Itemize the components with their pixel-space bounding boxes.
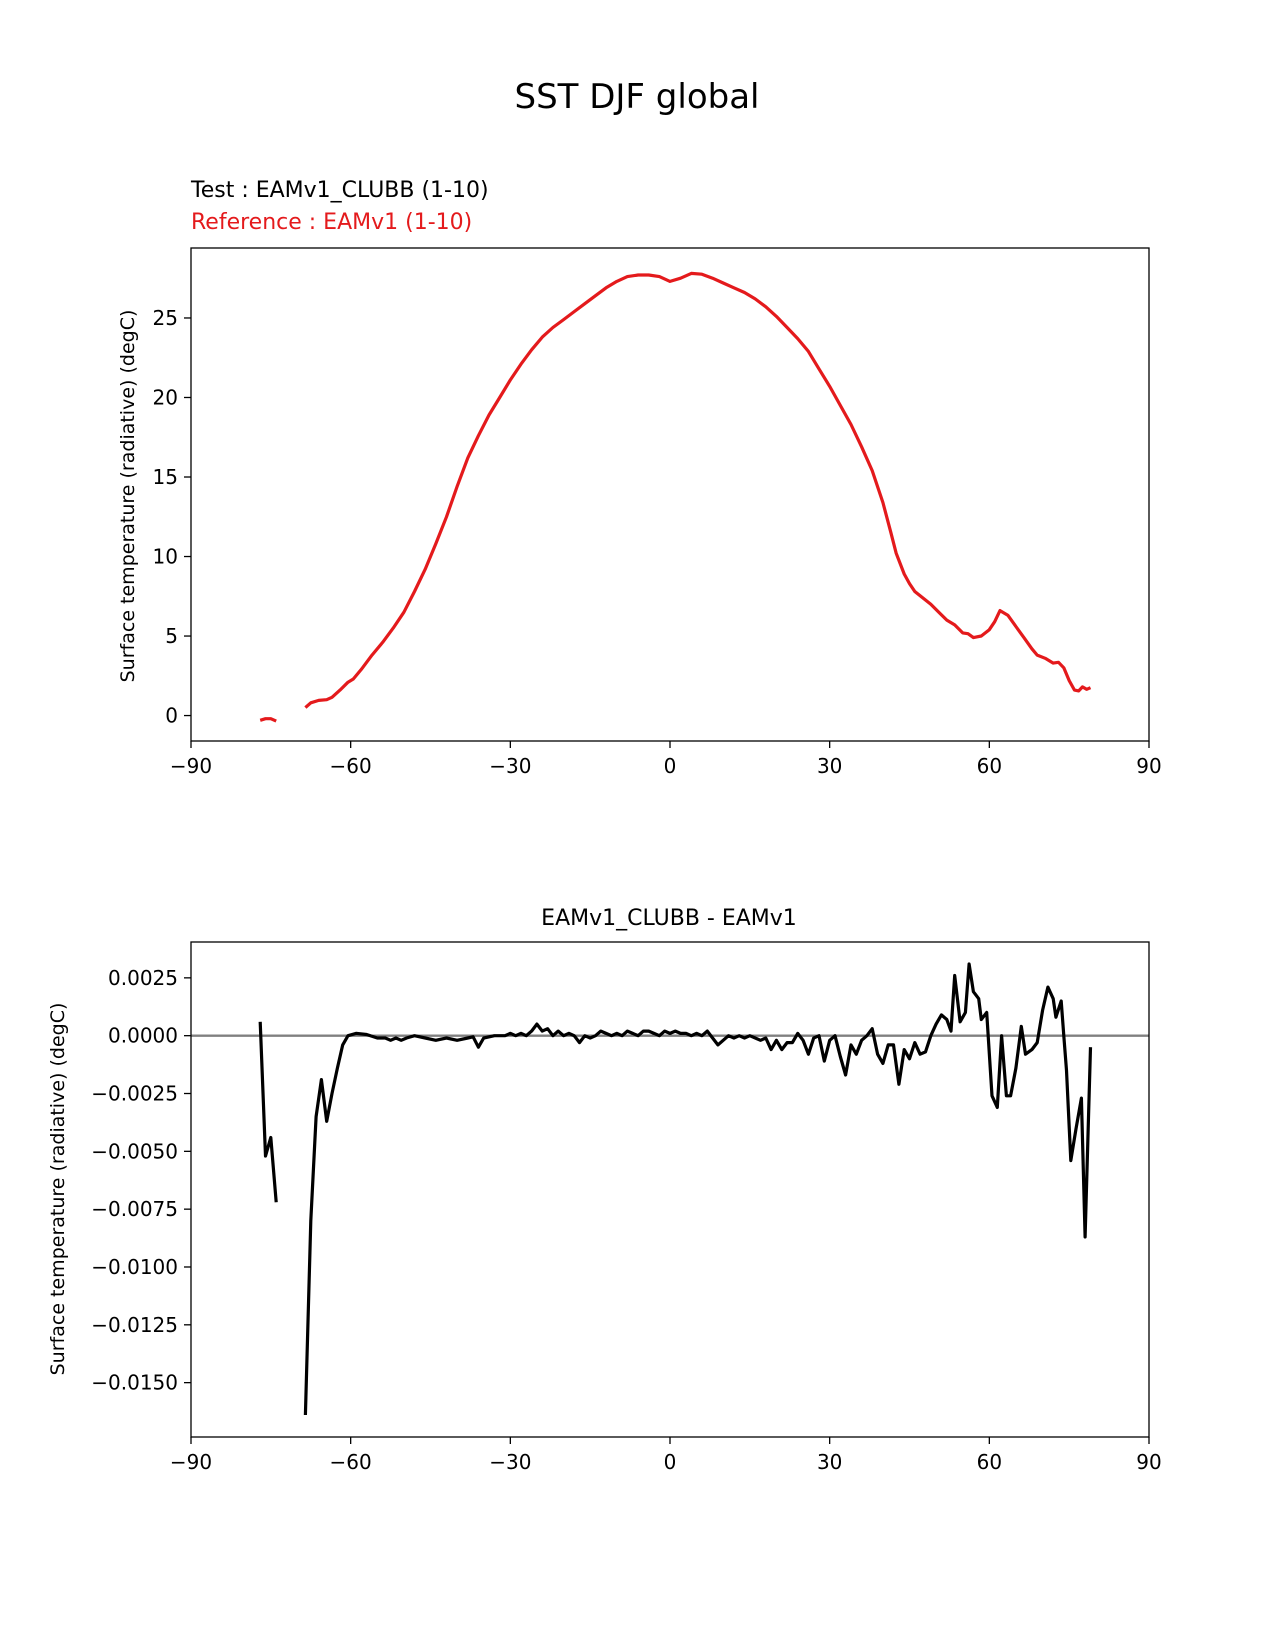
y-tick-label: 0 [165, 704, 178, 728]
y-tick-label: −0.0025 [91, 1082, 178, 1106]
y-tick-label: 25 [153, 306, 178, 330]
plot-area-bottom: −90 −60 −30 0 30 60 90 0.0025 0.0000 −0.0025 −0.00… [91, 941, 1162, 1474]
difference-title: EAMv1_CLUBB - EAMv1 [541, 906, 797, 931]
x-tick-label: −60 [330, 754, 372, 778]
series-line-segment-1 [259, 717, 277, 723]
x-tick-label: −90 [170, 754, 212, 778]
x-tick-label: 0 [664, 1450, 677, 1474]
x-tick-label: 30 [817, 754, 842, 778]
x-tick-label: 60 [977, 1450, 1002, 1474]
y-tick-label: −0.0150 [91, 1371, 178, 1395]
y-tick-label: −0.0125 [91, 1313, 178, 1337]
y-tick-label: 5 [165, 624, 178, 648]
y-tick-label: −0.0075 [91, 1197, 178, 1221]
difference-panel: EAMv1_CLUBB - EAMv1 Surface temperature … [47, 906, 1162, 1474]
x-tick-label: 30 [817, 1450, 842, 1474]
figure-title: SST DJF global [514, 77, 759, 117]
x-tick-label: −90 [170, 1450, 212, 1474]
x-tick-label: 60 [977, 754, 1002, 778]
series-line-segment-2 [304, 271, 1092, 709]
series-line-segment-1 [258, 1021, 278, 1203]
y-tick-label: 10 [153, 545, 178, 569]
y-axis-label: Surface temperature (radiative) (degC) [47, 1003, 69, 1376]
y-axis-label: Surface temperature (radiative) (degC) [117, 310, 139, 683]
plot-area-top: −90 −60 −30 0 30 60 90 0 5 10 15 20 25 [153, 247, 1162, 778]
y-tick-label: −0.0050 [91, 1139, 178, 1163]
y-tick-label: −0.0100 [91, 1255, 178, 1279]
y-tick-label: 20 [153, 385, 178, 409]
x-tick-label: 90 [1136, 1450, 1161, 1474]
x-tick-label: 0 [664, 754, 677, 778]
reference-title: Reference : EAMv1 (1-10) [191, 210, 472, 235]
reference-panel: Test : EAMv1_CLUBB (1-10) Reference : EA… [117, 178, 1162, 778]
series-line-segment-2 [303, 962, 1093, 1416]
x-tick-label: 90 [1136, 754, 1161, 778]
y-tick-label: 15 [153, 465, 178, 489]
x-tick-label: −30 [489, 754, 531, 778]
test-title: Test : EAMv1_CLUBB (1-10) [190, 178, 489, 203]
y-tick-label: 0.0025 [108, 966, 178, 990]
y-tick-label: 0.0000 [108, 1024, 178, 1048]
x-tick-label: −60 [330, 1450, 372, 1474]
x-tick-label: −30 [489, 1450, 531, 1474]
